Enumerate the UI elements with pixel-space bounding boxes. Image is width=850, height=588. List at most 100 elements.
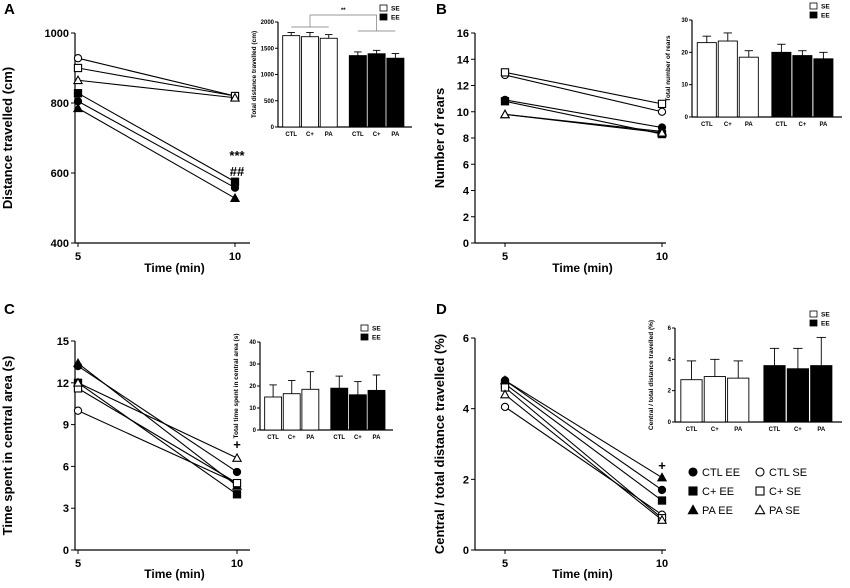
x-tick-label: 5 [502,558,508,570]
inset-legend: SE EE [809,310,830,328]
y-tick-label: 4 [463,186,470,198]
y-tick-label: 6 [463,159,469,171]
significance-mark: *** [229,148,245,163]
inset-bar [771,51,792,118]
inset-x-tick-label: C+ [798,122,806,128]
y-tick-label: 12 [457,81,469,93]
inset-x-tick-label: CTL [686,427,698,433]
inset-y-tick-label: 20 [249,384,256,390]
legend-marker-square [688,486,698,496]
inset-legend-swatch [809,310,818,318]
inset-bar [680,379,703,423]
x-tick-label: 10 [656,558,668,570]
inset-y-tick-label: 2 [668,389,672,395]
data-point [232,467,242,477]
inset-y-tick-label: 30 [681,18,688,24]
inset-bar [792,55,813,118]
inset-legend-swatch [809,2,818,10]
panel-D: D 0 2 4 6 5 10 Central / total distance travell… [432,301,842,581]
y-tick-label: 12 [57,378,69,390]
y-tick-label: 1000 [45,28,69,40]
inset-bar [696,42,717,118]
series-cplus-se [500,383,667,523]
series-pa-ee [499,375,668,482]
series-ctl-ee [500,95,667,132]
data-point [229,92,241,102]
inset-legend: SE EE [360,324,381,342]
series-line [77,57,236,97]
inset-y-tick-label: 0 [271,125,275,131]
inset-y-tick-label: 10 [681,83,688,89]
data-point [229,192,241,203]
inset-y-tick-label: 1000 [261,73,275,79]
inset-x-tick-label: CTL [352,132,364,138]
inset-bar [282,393,301,431]
x-tick-label: 5 [502,251,508,263]
series-line [77,382,238,495]
series-cplus-se [73,63,240,101]
data-point [656,472,668,482]
inset-bar [717,40,738,118]
data-point [499,389,511,399]
inset-legend-label: EE [391,15,400,22]
series-pa-se [499,389,668,524]
data-point [657,99,667,109]
inset-x-tick-label: CTL [285,132,297,138]
series-cplus-se [73,384,242,488]
inset-bar [813,58,834,118]
inset-significance-mark: ** [341,8,346,14]
data-point [656,514,668,524]
y-tick-label: 14 [457,54,470,66]
data-point [230,177,240,186]
panel-B: B 0 2 4 6 8 10 12 14 16 5 10 Number of rears Time (mi… [432,1,842,275]
legend-marker-square [755,486,765,496]
inset-bar-chart: 0 10 20 30 40 Total time spent in central are… [233,324,393,441]
y-tick-label: 10 [457,107,469,119]
panel-letter: D [436,301,447,318]
y-tick-label: 6 [63,461,69,473]
y-tick-label: 0 [463,545,469,557]
y-tick-label: 2 [463,212,469,224]
data-point [656,127,668,137]
series-line [504,379,663,491]
inset-legend-label: EE [821,321,830,328]
inset-bar [319,37,338,128]
series-line [77,100,236,189]
legend-label: C+ SE [769,486,801,498]
series-line [77,382,238,459]
inset-y-axis-label: Total distance travelled (cm) [251,31,258,118]
inset-legend-swatch [379,4,388,12]
inset-x-tick-label: PA [817,427,826,433]
y-axis-label: Distance travelled (cm) [0,67,15,209]
series-line [77,362,238,487]
series-line [77,67,236,97]
legend-marker-circle [688,467,698,477]
y-tick-label: 8 [463,133,469,145]
y-tick-label: 4 [463,404,470,416]
inset-legend-swatch [809,11,818,19]
inset-bar [367,53,386,128]
panel-A: A 400 600 800 1000 5 10 Distance travelled (cm)… [0,1,412,275]
inset-bar [810,365,833,423]
inset-x-tick-label: PA [306,435,315,441]
series-pa-ee [72,102,241,203]
inset-legend: SE EE [379,4,400,22]
data-point [73,63,83,73]
series-ctl-se [500,70,667,116]
panel-letter: A [4,1,15,18]
inset-x-tick-label: PA [373,435,382,441]
data-point [72,377,84,387]
x-axis-label: Time (min) [552,261,612,275]
inset-bar [386,57,405,128]
inset-x-tick-label: C+ [306,132,314,138]
legend-label: C+ EE [702,486,734,498]
inset-y-tick-label: 40 [249,340,256,346]
inset-y-tick-label: 10 [249,406,256,412]
inset-bar [763,365,786,423]
inset-y-tick-label: 0 [685,115,689,121]
inset-x-tick-label: C+ [288,435,296,441]
series-ctl-ee [73,97,240,192]
inset-legend-label: EE [821,13,830,20]
inset-bar [301,36,319,128]
